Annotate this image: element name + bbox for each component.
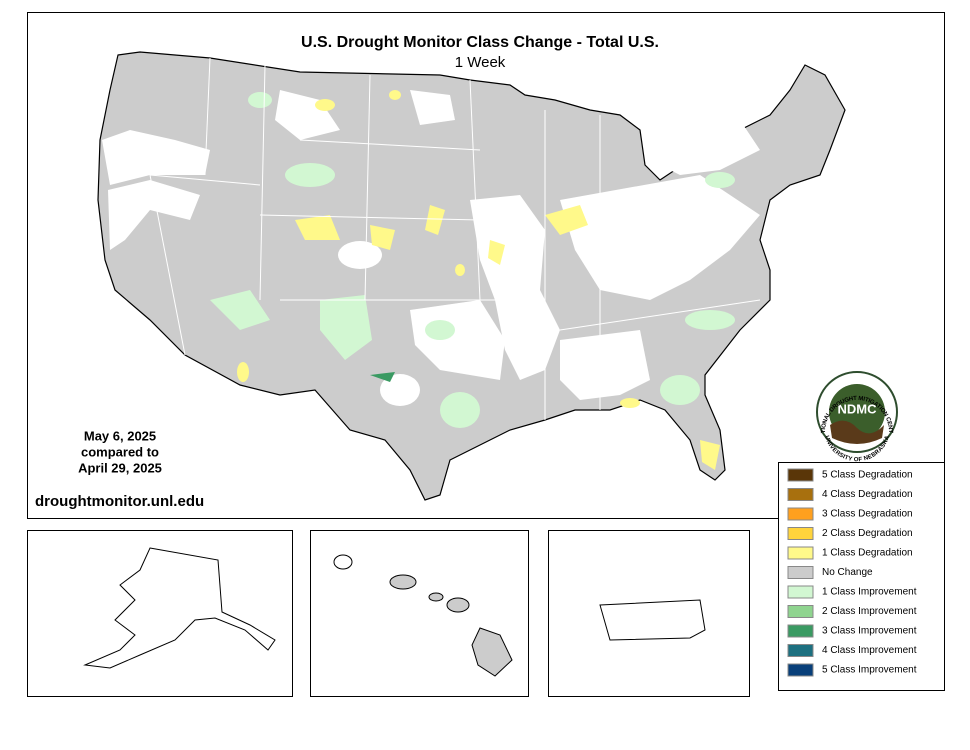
legend-label: 3 Class Degradation <box>822 509 913 520</box>
alaska-map <box>83 547 276 669</box>
legend-swatch <box>787 644 814 657</box>
legend-label: 2 Class Degradation <box>822 528 913 539</box>
legend-label: No Change <box>822 567 873 578</box>
conus-map <box>97 51 846 501</box>
main-panel <box>27 12 945 519</box>
map-subtitle: 1 Week <box>455 54 506 71</box>
alaska-panel <box>27 530 293 697</box>
legend-swatch <box>787 663 814 677</box>
legend-swatch <box>787 624 814 638</box>
legend-label: 3 Class Improvement <box>822 626 917 637</box>
legend-label: 5 Class Improvement <box>822 665 917 676</box>
legend-label: 1 Class Improvement <box>822 587 917 598</box>
source-url: droughtmonitor.unl.edu <box>35 493 204 510</box>
hawaii-panel <box>310 530 529 697</box>
legend-label: 2 Class Improvement <box>822 606 917 617</box>
puerto-rico-map <box>599 599 706 641</box>
legend-swatch <box>787 468 814 482</box>
date-line: April 29, 2025 <box>78 460 162 475</box>
hawaii-map <box>333 554 513 677</box>
legend: 5 Class Degradation 4 Class Degradation 3 … <box>787 468 917 677</box>
logo-acronym: NDMC <box>838 401 878 416</box>
legend-label: 4 Class Degradation <box>822 489 913 500</box>
legend-swatch <box>787 566 814 579</box>
legend-swatch <box>787 488 814 501</box>
date-line: compared to <box>81 444 159 459</box>
legend-swatch <box>787 585 814 599</box>
legend-swatch <box>787 527 814 540</box>
puerto-rico-panel <box>548 530 750 697</box>
map-title: U.S. Drought Monitor Class Change - Tota… <box>301 34 659 51</box>
legend-label: 5 Class Degradation <box>822 470 913 481</box>
legend-label: 4 Class Improvement <box>822 645 917 656</box>
legend-swatch <box>787 546 814 560</box>
legend-swatch <box>787 507 814 521</box>
legend-label: 1 Class Degradation <box>822 548 913 559</box>
date-line: May 6, 2025 <box>84 428 156 443</box>
legend-swatch <box>787 605 814 618</box>
